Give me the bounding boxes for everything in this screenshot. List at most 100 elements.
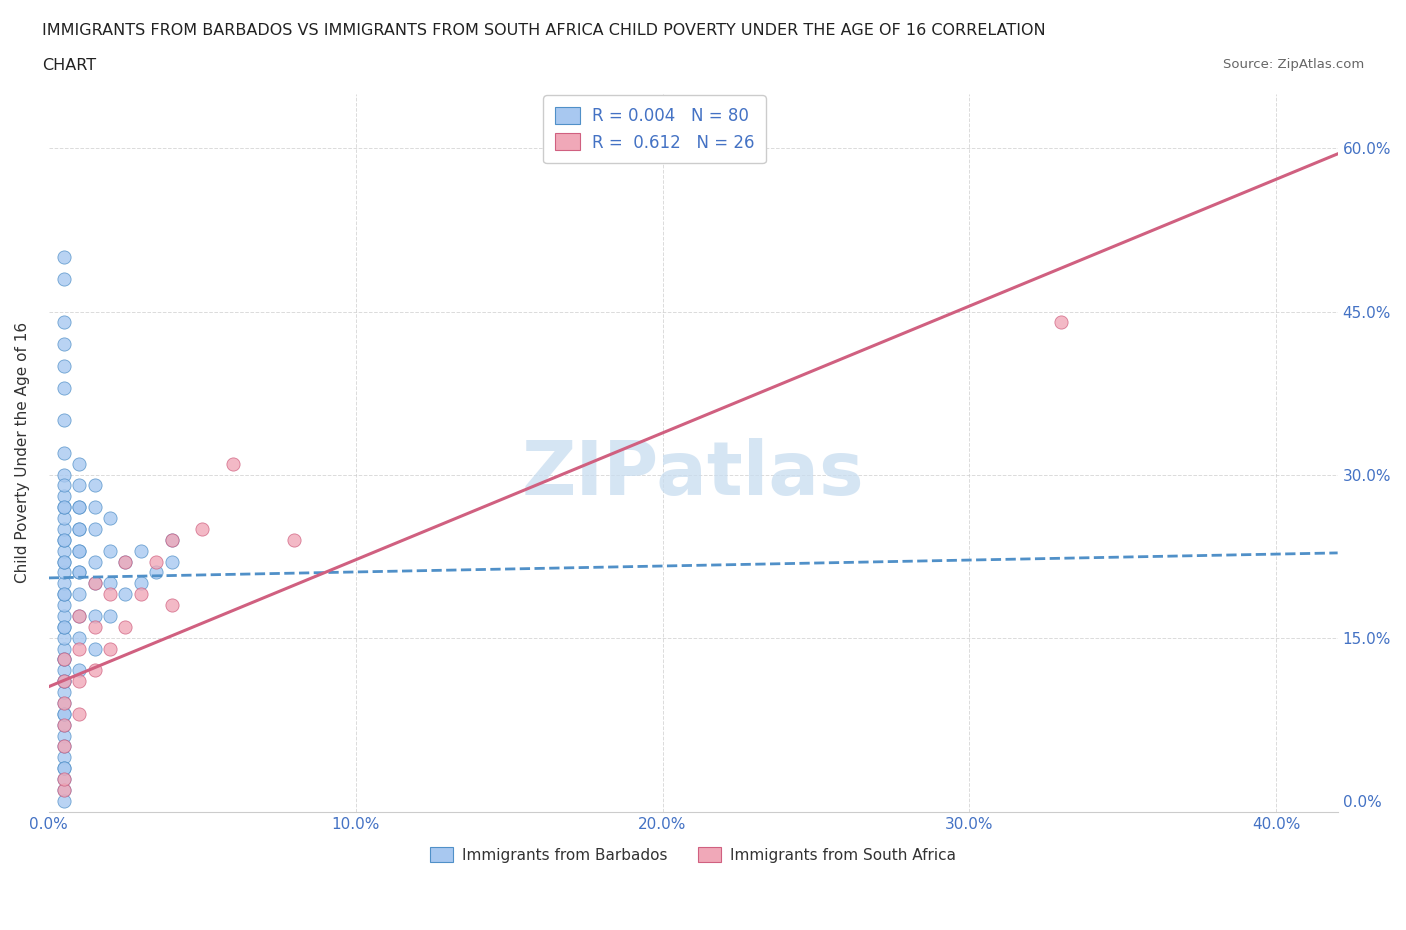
- Point: [83, 499, 105, 514]
- Point: [67, 663, 90, 678]
- Point: [160, 532, 183, 547]
- Point: [67, 707, 90, 722]
- Point: [53, 532, 76, 547]
- Point: [53, 782, 76, 797]
- Point: [67, 565, 90, 580]
- Point: [53, 543, 76, 558]
- Point: [53, 250, 76, 265]
- Point: [83, 478, 105, 493]
- Y-axis label: Child Poverty Under the Age of 16: Child Poverty Under the Age of 16: [15, 323, 30, 583]
- Point: [129, 576, 152, 591]
- Point: [98, 576, 121, 591]
- Point: [53, 717, 76, 732]
- Point: [53, 728, 76, 743]
- Point: [114, 554, 136, 569]
- Legend: Immigrants from Barbados, Immigrants from South Africa: Immigrants from Barbados, Immigrants fro…: [425, 841, 963, 869]
- Point: [67, 543, 90, 558]
- Point: [160, 532, 183, 547]
- Text: IMMIGRANTS FROM BARBADOS VS IMMIGRANTS FROM SOUTH AFRICA CHILD POVERTY UNDER THE: IMMIGRANTS FROM BARBADOS VS IMMIGRANTS F…: [42, 23, 1046, 38]
- Point: [83, 663, 105, 678]
- Point: [53, 587, 76, 602]
- Point: [53, 598, 76, 613]
- Point: [191, 522, 214, 537]
- Text: Source: ZipAtlas.com: Source: ZipAtlas.com: [1223, 58, 1364, 71]
- Point: [114, 587, 136, 602]
- Point: [53, 532, 76, 547]
- Point: [98, 641, 121, 656]
- Point: [53, 511, 76, 525]
- Point: [222, 457, 245, 472]
- Point: [98, 511, 121, 525]
- Point: [53, 717, 76, 732]
- Point: [53, 272, 76, 286]
- Point: [53, 673, 76, 688]
- Point: [283, 532, 305, 547]
- Point: [53, 554, 76, 569]
- Point: [53, 772, 76, 787]
- Point: [53, 782, 76, 797]
- Point: [53, 467, 76, 482]
- Point: [160, 598, 183, 613]
- Point: [53, 619, 76, 634]
- Point: [83, 641, 105, 656]
- Point: [53, 499, 76, 514]
- Point: [53, 684, 76, 699]
- Point: [67, 499, 90, 514]
- Point: [53, 641, 76, 656]
- Point: [67, 608, 90, 623]
- Point: [67, 499, 90, 514]
- Point: [67, 522, 90, 537]
- Point: [53, 499, 76, 514]
- Point: [53, 652, 76, 667]
- Point: [83, 619, 105, 634]
- Point: [83, 554, 105, 569]
- Point: [83, 522, 105, 537]
- Point: [67, 565, 90, 580]
- Point: [129, 543, 152, 558]
- Point: [98, 587, 121, 602]
- Point: [53, 696, 76, 711]
- Point: [53, 608, 76, 623]
- Point: [53, 315, 76, 330]
- Point: [53, 663, 76, 678]
- Point: [53, 696, 76, 711]
- Point: [53, 772, 76, 787]
- Point: [98, 608, 121, 623]
- Point: [53, 358, 76, 373]
- Point: [53, 707, 76, 722]
- Point: [83, 576, 105, 591]
- Point: [53, 761, 76, 776]
- Point: [1050, 315, 1073, 330]
- Point: [53, 707, 76, 722]
- Point: [53, 652, 76, 667]
- Point: [53, 413, 76, 428]
- Point: [53, 478, 76, 493]
- Point: [53, 739, 76, 754]
- Point: [98, 543, 121, 558]
- Point: [53, 489, 76, 504]
- Point: [53, 522, 76, 537]
- Point: [114, 554, 136, 569]
- Point: [83, 576, 105, 591]
- Point: [129, 587, 152, 602]
- Point: [67, 522, 90, 537]
- Point: [53, 631, 76, 645]
- Point: [67, 587, 90, 602]
- Point: [145, 554, 167, 569]
- Text: CHART: CHART: [42, 58, 96, 73]
- Point: [83, 608, 105, 623]
- Point: [145, 565, 167, 580]
- Point: [53, 761, 76, 776]
- Point: [53, 673, 76, 688]
- Point: [53, 576, 76, 591]
- Point: [114, 619, 136, 634]
- Point: [53, 337, 76, 352]
- Point: [53, 554, 76, 569]
- Point: [67, 457, 90, 472]
- Point: [53, 587, 76, 602]
- Point: [53, 673, 76, 688]
- Point: [160, 554, 183, 569]
- Point: [53, 793, 76, 808]
- Point: [67, 608, 90, 623]
- Point: [53, 739, 76, 754]
